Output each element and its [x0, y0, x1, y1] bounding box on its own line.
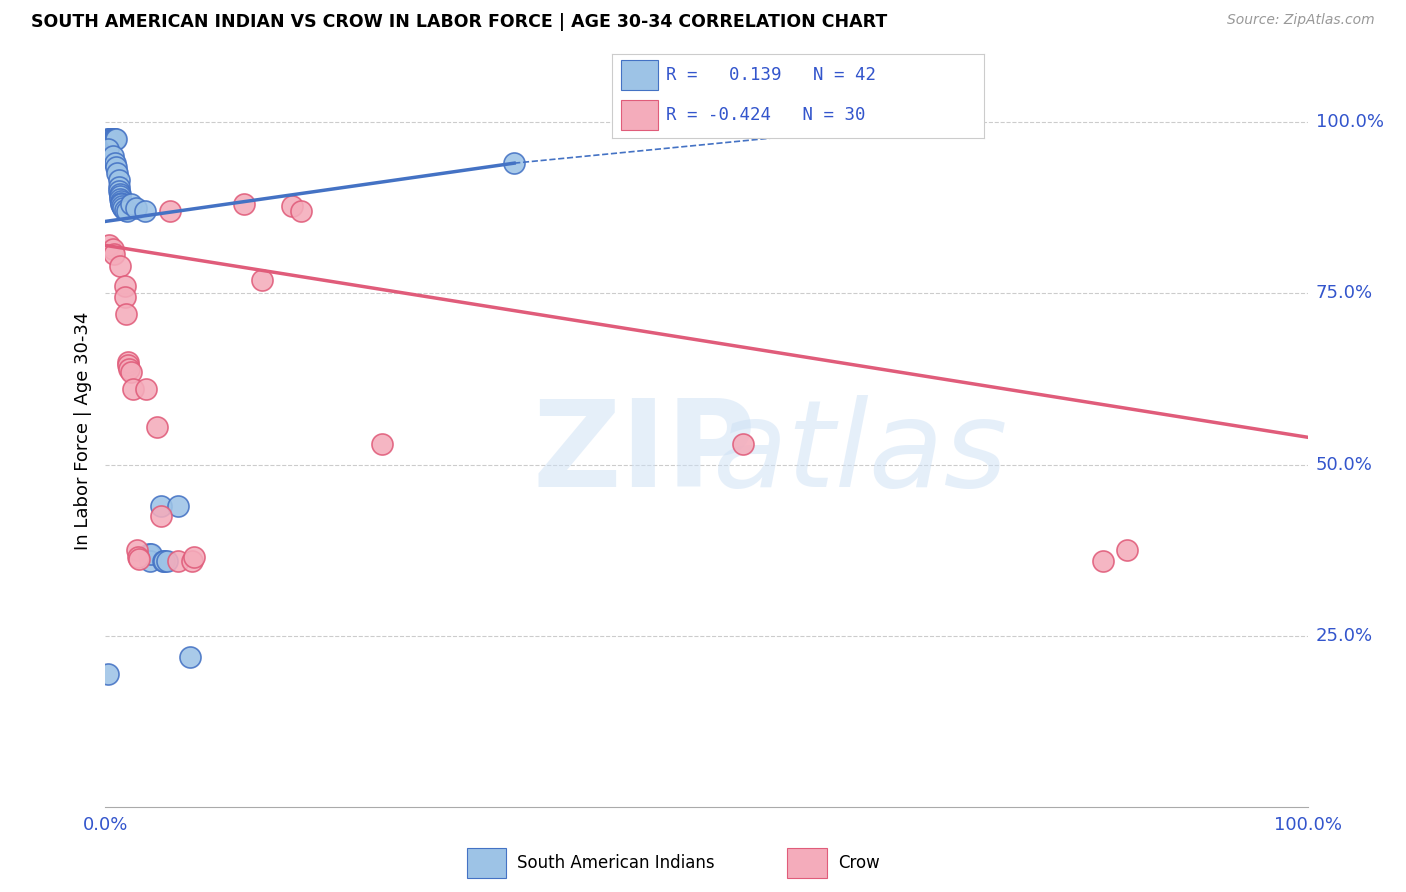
- Point: [110, 197, 132, 211]
- Point: [120, 197, 142, 211]
- Point: [97, 666, 120, 681]
- Point: [115, 307, 138, 321]
- Point: [98, 132, 121, 146]
- Text: SOUTH AMERICAN INDIAN VS CROW IN LABOR FORCE | AGE 30-34 CORRELATION CHART: SOUTH AMERICAN INDIAN VS CROW IN LABOR F…: [31, 13, 887, 31]
- Point: [97, 143, 120, 157]
- Point: [104, 132, 127, 146]
- Point: [122, 382, 145, 396]
- Y-axis label: In Labor Force | Age 30-34: In Labor Force | Age 30-34: [73, 311, 91, 549]
- Point: [115, 204, 138, 219]
- Point: [114, 202, 136, 217]
- Point: [152, 553, 174, 567]
- Point: [149, 499, 172, 513]
- Point: [281, 199, 304, 213]
- Point: [103, 246, 125, 260]
- Text: 100.0%: 100.0%: [1316, 113, 1384, 131]
- Point: [111, 199, 134, 213]
- Point: [112, 201, 135, 215]
- Point: [139, 547, 162, 561]
- Point: [101, 242, 124, 256]
- Point: [107, 166, 129, 180]
- Point: [120, 365, 142, 379]
- Text: 50.0%: 50.0%: [1316, 456, 1372, 474]
- Bar: [787, 848, 827, 879]
- Text: atlas: atlas: [713, 394, 1008, 511]
- Bar: [621, 61, 658, 90]
- Point: [503, 156, 526, 170]
- Point: [114, 279, 136, 293]
- Point: [153, 553, 176, 567]
- Point: [179, 649, 201, 664]
- Point: [108, 189, 131, 203]
- Point: [100, 132, 122, 146]
- Point: [100, 132, 122, 146]
- Point: [250, 273, 273, 287]
- Text: 25.0%: 25.0%: [1316, 627, 1374, 645]
- Point: [110, 195, 132, 210]
- Point: [105, 160, 128, 174]
- Point: [108, 259, 131, 273]
- Point: [731, 437, 754, 451]
- Point: [127, 550, 149, 565]
- Point: [232, 197, 254, 211]
- Point: [371, 437, 394, 451]
- Point: [159, 204, 181, 219]
- Point: [181, 553, 204, 567]
- Point: [183, 550, 205, 565]
- Point: [108, 192, 131, 206]
- Bar: [467, 848, 506, 879]
- Point: [134, 204, 156, 219]
- Text: ZIP: ZIP: [533, 394, 756, 511]
- Point: [166, 499, 188, 513]
- Point: [114, 290, 136, 304]
- Point: [107, 184, 129, 198]
- Point: [117, 359, 139, 373]
- Point: [139, 553, 162, 567]
- Point: [108, 186, 131, 201]
- Point: [101, 149, 124, 163]
- Point: [107, 180, 129, 194]
- Text: Source: ZipAtlas.com: Source: ZipAtlas.com: [1227, 13, 1375, 28]
- Bar: [621, 100, 658, 130]
- Point: [103, 132, 125, 146]
- Text: Crow: Crow: [838, 855, 880, 872]
- Point: [290, 204, 312, 219]
- Point: [135, 382, 157, 396]
- Point: [98, 238, 121, 252]
- Point: [156, 553, 179, 567]
- Point: [117, 355, 139, 369]
- Point: [1116, 543, 1139, 558]
- Point: [124, 201, 146, 215]
- Point: [101, 132, 124, 146]
- Point: [166, 553, 188, 567]
- Point: [118, 361, 141, 376]
- Point: [128, 552, 150, 566]
- Text: 75.0%: 75.0%: [1316, 285, 1374, 302]
- Point: [146, 420, 169, 434]
- Text: R = -0.424   N = 30: R = -0.424 N = 30: [665, 106, 865, 124]
- Point: [105, 132, 128, 146]
- Point: [149, 509, 172, 524]
- Point: [96, 132, 118, 146]
- Text: R =   0.139   N = 42: R = 0.139 N = 42: [665, 66, 876, 84]
- Text: South American Indians: South American Indians: [517, 855, 716, 872]
- Point: [104, 156, 127, 170]
- Point: [138, 547, 160, 561]
- Point: [1092, 553, 1115, 567]
- Point: [98, 132, 121, 146]
- Point: [125, 543, 148, 558]
- Point: [98, 132, 121, 146]
- Point: [110, 194, 132, 208]
- Point: [107, 173, 129, 187]
